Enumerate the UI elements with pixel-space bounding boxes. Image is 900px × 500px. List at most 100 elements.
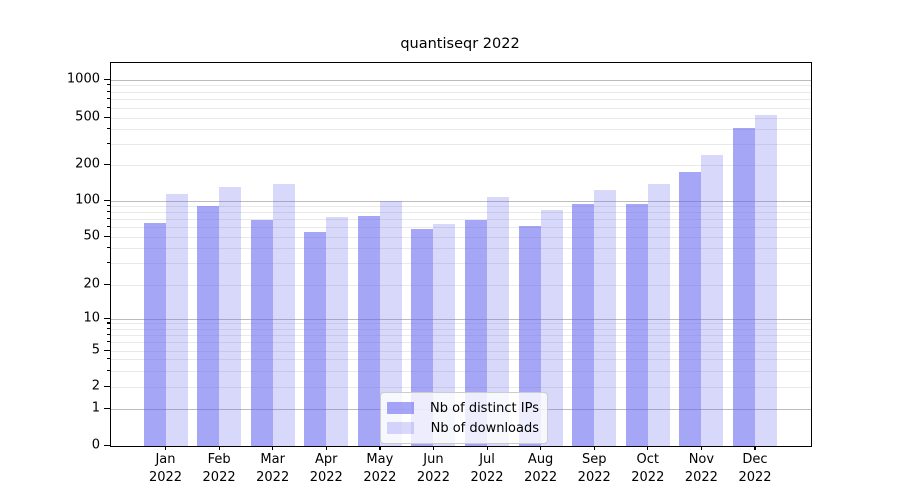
x-tick-label-line: 2022 bbox=[470, 470, 504, 485]
y-minortick-9 bbox=[107, 322, 110, 324]
x-tick-label-may: May 2022 bbox=[350, 451, 410, 487]
bar-downloads-sep bbox=[594, 189, 617, 446]
gridline-minor-900 bbox=[111, 85, 811, 87]
bar-distinct-ips-apr bbox=[304, 232, 327, 446]
y-minortick-800 bbox=[107, 90, 110, 92]
y-tick-label-1: 1 bbox=[91, 400, 100, 416]
y-tick-10 bbox=[104, 317, 110, 319]
x-tick-label-line: 2022 bbox=[202, 470, 236, 485]
x-tick-mar bbox=[272, 446, 274, 450]
legend-item-distinct-ips: Nb of distinct IPs bbox=[387, 398, 539, 418]
bar-distinct-ips-may bbox=[357, 215, 380, 446]
y-minortick-5 bbox=[107, 349, 110, 351]
x-tick-label-mar: Mar 2022 bbox=[243, 451, 303, 487]
y-minortick-900 bbox=[107, 84, 110, 86]
gridline-major-10 bbox=[111, 318, 811, 320]
x-tick-label-line: Mar bbox=[260, 452, 285, 467]
bar-downloads-apr bbox=[326, 217, 349, 446]
y-minortick-90 bbox=[107, 204, 110, 207]
chart-title: quantiseqr 2022 bbox=[400, 36, 520, 52]
x-tick-label-line: 2022 bbox=[309, 470, 343, 485]
gridline-minor-90 bbox=[111, 205, 811, 207]
bar-downloads-oct bbox=[647, 183, 670, 446]
legend-item-downloads: Nb of downloads bbox=[387, 418, 539, 438]
bar-downloads-jun bbox=[433, 224, 456, 446]
y-tick-1000 bbox=[104, 78, 110, 80]
x-tick-label-line: Aug bbox=[527, 452, 554, 467]
bar-downloads-mar bbox=[272, 184, 295, 446]
y-tick-label-1000: 1000 bbox=[66, 71, 100, 87]
y-minortick-40 bbox=[107, 247, 110, 249]
gridline-minor-7 bbox=[111, 334, 811, 336]
y-tick-1 bbox=[104, 407, 110, 409]
y-minortick-70 bbox=[107, 218, 110, 220]
gridline-minor-800 bbox=[111, 91, 811, 93]
bar-distinct-ips-aug bbox=[518, 225, 541, 446]
bar-distinct-ips-oct bbox=[625, 203, 648, 446]
y-minortick-300 bbox=[107, 142, 110, 144]
x-tick-label-sep: Sep 2022 bbox=[564, 451, 624, 487]
gridline-minor-600 bbox=[111, 107, 811, 109]
x-tick-jun bbox=[432, 446, 435, 450]
x-tick-nov bbox=[700, 446, 703, 450]
y-tick-label-500: 500 bbox=[75, 109, 100, 125]
y-tick-label-200: 200 bbox=[75, 156, 100, 172]
y-tick-100 bbox=[104, 199, 110, 201]
y-minortick-60 bbox=[107, 226, 110, 228]
gridline-minor-2 bbox=[111, 386, 811, 388]
y-minortick-8 bbox=[107, 327, 110, 329]
x-tick-label-line: Apr bbox=[315, 452, 338, 467]
y-minortick-700 bbox=[107, 98, 110, 100]
gridline-minor-60 bbox=[111, 227, 811, 229]
gridline-major-100 bbox=[111, 200, 811, 202]
gridline-minor-3 bbox=[111, 370, 811, 372]
x-tick-label-feb: Feb 2022 bbox=[189, 451, 249, 487]
gridline-minor-20 bbox=[111, 284, 811, 286]
gridline-minor-300 bbox=[111, 143, 811, 145]
bar-downloads-may bbox=[379, 201, 402, 446]
y-tick-label-2: 2 bbox=[91, 378, 100, 394]
y-minortick-80 bbox=[107, 211, 110, 213]
gridline-minor-400 bbox=[111, 128, 811, 130]
x-tick-label-line: Oct bbox=[636, 452, 660, 467]
y-minortick-30 bbox=[107, 262, 110, 264]
x-tick-label-line: 2022 bbox=[631, 470, 665, 485]
x-tick-label-line: Dec bbox=[742, 452, 768, 467]
y-tick-label-50: 50 bbox=[83, 228, 100, 244]
legend: Nb of distinct IPs Nb of downloads bbox=[380, 392, 548, 444]
gridline-minor-4 bbox=[111, 359, 811, 361]
bar-distinct-ips-jun bbox=[411, 229, 434, 446]
y-tick-label-20: 20 bbox=[83, 276, 100, 292]
x-tick-label-line: Jun bbox=[423, 452, 444, 467]
gridline-major-1000 bbox=[111, 79, 811, 81]
y-minortick-6 bbox=[107, 341, 110, 343]
bar-downloads-dec bbox=[754, 114, 777, 446]
bar-distinct-ips-nov bbox=[679, 171, 702, 446]
x-tick-jul bbox=[486, 446, 488, 450]
gridline-minor-70 bbox=[111, 219, 811, 221]
bar-distinct-ips-jan bbox=[143, 223, 166, 446]
x-tick-label-line: Jan bbox=[155, 452, 176, 467]
x-tick-label-line: 2022 bbox=[524, 470, 558, 485]
gridline-minor-80 bbox=[111, 212, 811, 214]
bar-downloads-nov bbox=[701, 154, 724, 446]
bar-distinct-ips-sep bbox=[572, 203, 595, 446]
gridline-minor-6 bbox=[111, 342, 811, 344]
bar-downloads-aug bbox=[540, 210, 563, 446]
x-tick-label-line: Feb bbox=[207, 452, 231, 467]
gridline-minor-500 bbox=[111, 117, 811, 119]
x-tick-sep bbox=[593, 446, 595, 450]
y-tick-label-10: 10 bbox=[83, 310, 100, 326]
x-tick-label-line: 2022 bbox=[577, 470, 611, 485]
x-tick-label-line: 2022 bbox=[416, 470, 450, 485]
gridline-minor-8 bbox=[111, 328, 811, 330]
y-minortick-400 bbox=[107, 127, 110, 130]
x-tick-may bbox=[379, 446, 381, 450]
bar-distinct-ips-mar bbox=[250, 219, 273, 446]
x-tick-label-line: 2022 bbox=[256, 470, 290, 485]
bar-distinct-ips-dec bbox=[732, 128, 755, 446]
x-tick-label-nov: Nov 2022 bbox=[671, 451, 731, 487]
gridline-minor-40 bbox=[111, 248, 811, 250]
bar-downloads-jan bbox=[165, 193, 188, 446]
